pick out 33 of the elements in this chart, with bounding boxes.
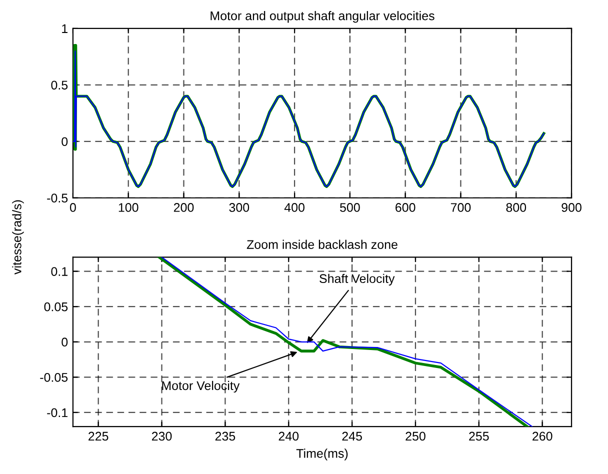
x-tick-label: 250 — [406, 432, 426, 441]
x-tick-label: 240 — [278, 432, 299, 441]
x-tick-label: 0 — [70, 203, 76, 212]
x-tick-label: 200 — [174, 203, 194, 212]
y-axis-title: vitesse(rad/s) — [12, 200, 24, 274]
chart-title: Zoom inside backlash zone — [246, 240, 398, 249]
x-tick-label: 500 — [340, 203, 360, 212]
x-tick-label: 400 — [284, 203, 304, 212]
x-tick-label: 700 — [450, 203, 471, 212]
annotation: Motor Velocity — [162, 380, 240, 393]
chart-title: Motor and output shaft angular velocities — [210, 11, 434, 23]
x-tick-label: 235 — [215, 432, 236, 441]
y-tick-label: 0 — [62, 137, 68, 146]
y-tick-label: -0.5 — [47, 194, 68, 203]
y-tick-label: 0 — [62, 338, 68, 347]
annotation: Shaft Velocity — [320, 274, 395, 286]
x-tick-label: 260 — [532, 432, 552, 441]
x-tick-label: 100 — [118, 203, 138, 212]
x-tick-label: 225 — [88, 432, 108, 441]
y-tick-label: 0.05 — [44, 302, 68, 312]
x-tick-label: 230 — [152, 432, 172, 441]
x-tick-label: 245 — [342, 432, 362, 441]
x-tick-label: 600 — [396, 203, 416, 212]
x-axis-title: Time(ms) — [296, 448, 348, 460]
y-tick-label: -0.1 — [47, 408, 68, 418]
y-tick-label: -0.05 — [40, 372, 68, 382]
x-tick-label: 800 — [506, 203, 526, 212]
x-tick-label: 300 — [229, 203, 250, 212]
x-tick-label: 255 — [469, 432, 489, 441]
y-tick-label: 0.5 — [51, 80, 68, 90]
x-tick-label: 900 — [562, 203, 582, 212]
y-tick-label: 0.1 — [51, 267, 68, 276]
y-tick-label: 1 — [62, 24, 68, 33]
